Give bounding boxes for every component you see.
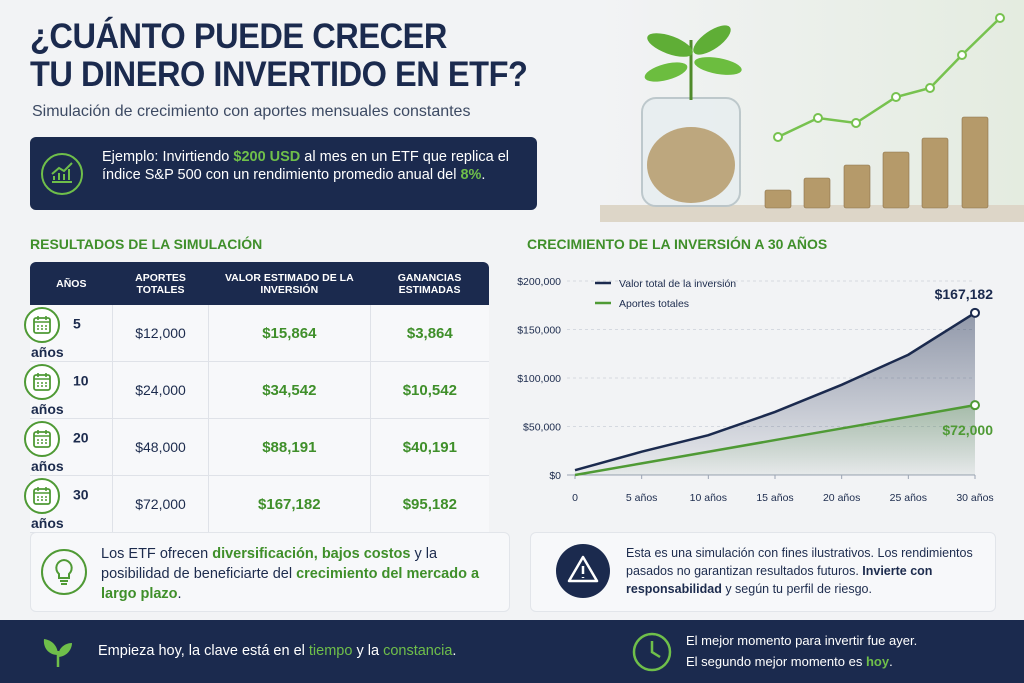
title: ¿CUÁNTO PUEDE CRECER TU DINERO INVERTIDO … (30, 17, 528, 94)
table-cell: $12,000 (112, 305, 209, 362)
table-row: 20 años $48,000 $88,191 $40,191 (24, 418, 489, 476)
text: y según tu perfil de riesgo. (721, 582, 872, 596)
highlight: hoy (865, 654, 890, 669)
calendar-icon (24, 478, 60, 514)
y-tick-label: $200,000 (517, 276, 561, 288)
warning-box: Esta es una simulación con fines ilustra… (530, 532, 996, 612)
title-line: ¿CUÁNTO PUEDE CRECER (30, 17, 447, 56)
y-tick-label: $150,000 (517, 325, 561, 337)
warning-text: Esta es una simulación con fines ilustra… (626, 544, 986, 598)
table-cell: $72,000 (112, 475, 209, 533)
highlight: crecimiento del mercado a largo plazo (101, 566, 480, 602)
text: al mes en un ETF que replica el índice S… (102, 149, 510, 183)
value-label: $167,182 (935, 286, 994, 302)
bulb-icon (41, 549, 87, 595)
table-row: 30 años $72,000 $167,182 $95,182 (24, 475, 489, 533)
table-row: 10 años $24,000 $34,542 $10,542 (24, 361, 489, 419)
calendar-icon (24, 421, 60, 457)
clock-icon (632, 632, 672, 672)
table-cell: 20 años (24, 418, 113, 476)
table-cell: $95,182 (369, 475, 489, 533)
chart-title: CRECIMIENTO DE LA INVERSIÓN A 30 AÑOS (527, 236, 828, 252)
table-cell: $24,000 (112, 361, 209, 419)
table-cell: 10 años (24, 361, 113, 419)
table-row: 5 años $12,000 $15,864 $3,864 (24, 305, 489, 362)
highlight: tiempo (308, 643, 353, 659)
x-tick-label: 0 (572, 492, 578, 504)
cell-text: 5 años (31, 315, 81, 360)
x-tick-label: 5 años (626, 492, 658, 504)
line (574, 311, 976, 472)
text: . (452, 643, 457, 659)
info-box: Los ETF ofrecen diversificación, bajos c… (30, 532, 510, 612)
text: . (889, 654, 893, 669)
table-cell: $3,864 (369, 305, 489, 362)
subtitle: Simulación de crecimiento con aportes me… (32, 103, 471, 120)
footer-text: Empieza hoy, la clave está en el tiempo … (98, 641, 456, 661)
y-tick-label: $100,000 (517, 373, 561, 385)
highlight: constancia (383, 643, 453, 659)
cell-text: 10 años (31, 372, 89, 417)
table-cell: 30 años (24, 475, 113, 533)
table-cell: $88,191 (208, 418, 371, 476)
text: Empieza hoy, la clave está en el (98, 643, 309, 659)
warning-icon (556, 544, 610, 598)
text: y la posibilidad de beneficiarte del (101, 546, 438, 582)
results-table: AÑOS APORTES TOTALES VALOR ESTIMADO DE LA … (24, 262, 489, 533)
chart: $0 $50,000 $100,000 $150,000 $200,000 0 5 años… (517, 276, 994, 504)
end-point (970, 400, 980, 411)
illustration (600, 0, 1024, 222)
leaf-icon (43, 639, 72, 667)
table-cell: $10,542 (369, 361, 489, 419)
table-cell: $40,191 (369, 418, 489, 476)
footer: Empieza hoy, la clave está en el tiempo … (0, 620, 1024, 683)
line (574, 403, 976, 477)
column-header: GANANCIAS ESTIMADAS (370, 262, 489, 305)
title-line: TU DINERO INVERTIDO EN ETF? (30, 55, 528, 94)
calendar-icon (24, 364, 60, 400)
legend-label: Aportes totales (619, 298, 689, 310)
x-tick-label: 15 años (756, 492, 793, 504)
example-box: Ejemplo: Invirtiendo $200 USD al mes en … (30, 137, 537, 210)
column-header: AÑOS (30, 262, 113, 305)
x-tick-label: 20 años (823, 492, 860, 504)
table-cell: $34,542 (208, 361, 371, 419)
calendar-icon (24, 307, 60, 343)
text: Los ETF ofrecen (101, 546, 213, 562)
end-point (970, 307, 980, 318)
column-header: VALOR ESTIMADO DE LA INVERSIÓN (208, 262, 371, 305)
text: y la (352, 643, 384, 659)
text: El segundo mejor momento es (686, 654, 866, 669)
text: El mejor momento para invertir fue ayer. (686, 633, 918, 648)
example-text: Ejemplo: Invirtiendo $200 USD al mes en … (102, 148, 522, 184)
footer-quote: El mejor momento para invertir fue ayer.… (686, 630, 917, 672)
column-header: APORTES TOTALES (112, 262, 209, 305)
info-text: Los ETF ofrecen diversificación, bajos c… (101, 544, 501, 604)
x-tick-label: 30 años (956, 492, 993, 504)
highlight: Invierte con responsabilidad (626, 564, 933, 596)
legend-label: Valor total de la inversión (619, 278, 736, 290)
cell-text: 30 años (31, 486, 89, 531)
y-tick-label: $50,000 (523, 422, 561, 434)
table-title: RESULTADOS DE LA SIMULACIÓN (30, 236, 263, 252)
growth-icon (41, 153, 83, 195)
table-cell: $167,182 (208, 475, 371, 533)
table-cell: 5 años (24, 305, 113, 362)
highlight: diversificación, bajos costos (212, 546, 411, 562)
text: . (481, 167, 486, 183)
highlight: $200 USD (233, 149, 301, 165)
x-tick-label: 25 años (890, 492, 927, 504)
highlight: 8% (460, 167, 482, 183)
y-tick-label: $0 (549, 470, 561, 482)
table-cell: $15,864 (208, 305, 371, 362)
text: . (177, 586, 182, 602)
text: Ejemplo: Invirtiendo (102, 149, 234, 165)
table-cell: $48,000 (112, 418, 209, 476)
header-row: AÑOS APORTES TOTALES VALOR ESTIMADO DE LA … (30, 262, 489, 305)
value-label: $72,000 (942, 422, 993, 438)
cell-text: 20 años (31, 429, 89, 474)
text: Esta es una simulación con fines ilustra… (626, 546, 973, 578)
x-tick-label: 10 años (690, 492, 727, 504)
